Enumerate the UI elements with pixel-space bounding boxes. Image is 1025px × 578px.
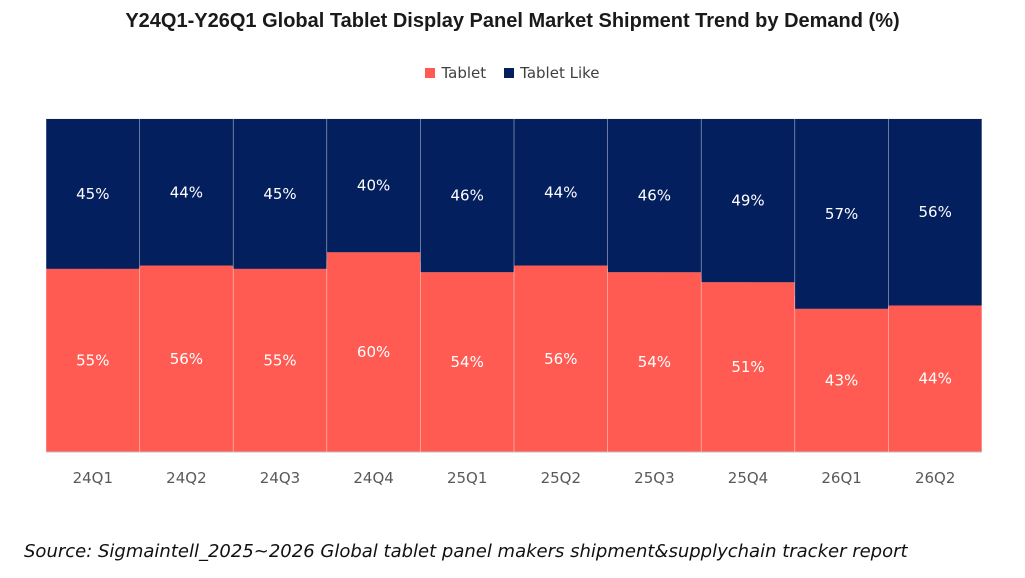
bar-tablet-like	[514, 119, 608, 266]
bar-tablet	[327, 252, 421, 452]
bar-tablet-like	[46, 119, 140, 269]
source-note: Source: Sigmaintell_2025~2026 Global tab…	[24, 541, 908, 562]
data-label-tablet-like: 46%	[451, 187, 484, 205]
data-label-tablet: 51%	[731, 358, 764, 376]
data-label-tablet-like: 45%	[263, 185, 296, 203]
legend-label-tablet-like: Tablet Like	[520, 64, 600, 82]
bar-tablet	[888, 305, 982, 452]
legend-item-tablet: Tablet	[425, 64, 486, 82]
data-label-tablet: 54%	[451, 353, 484, 371]
bar-tablet	[795, 308, 889, 452]
data-label-tablet-like: 56%	[919, 203, 952, 221]
legend: Tablet Tablet Like	[0, 64, 1025, 82]
x-tick-label: 25Q4	[728, 469, 768, 487]
bar-tablet	[514, 265, 608, 452]
data-label-tablet: 55%	[263, 351, 296, 369]
data-label-tablet: 55%	[76, 351, 109, 369]
legend-swatch-tablet	[425, 68, 436, 78]
bar-tablet-like	[795, 119, 889, 309]
data-label-tablet-like: 46%	[638, 187, 671, 205]
bar-tablet-like	[327, 119, 421, 253]
data-label-tablet-like: 45%	[76, 185, 109, 203]
bar-tablet	[46, 268, 140, 452]
bar-tablet-like	[233, 119, 327, 269]
data-label-tablet: 54%	[638, 353, 671, 371]
data-label-tablet: 44%	[919, 370, 952, 388]
legend-swatch-tablet-like	[504, 68, 515, 78]
data-label-tablet: 60%	[357, 343, 390, 361]
data-label-tablet-like: 49%	[731, 192, 764, 210]
x-tick-label: 24Q1	[73, 469, 113, 487]
bar-tablet-like	[607, 119, 701, 273]
bar-tablet-like	[420, 119, 514, 273]
bar-tablet-like	[888, 119, 982, 306]
x-tick-label: 26Q2	[915, 469, 955, 487]
x-tick-label: 26Q1	[821, 469, 861, 487]
bar-tablet	[420, 272, 514, 452]
bar-tablet	[701, 282, 795, 452]
data-label-tablet-like: 44%	[544, 183, 577, 201]
bar-tablet	[233, 268, 327, 452]
data-label-tablet-like: 44%	[170, 183, 203, 201]
x-tick-label: 25Q2	[541, 469, 581, 487]
data-label-tablet: 56%	[170, 350, 203, 368]
x-tick-label: 24Q4	[353, 469, 393, 487]
x-tick-label: 24Q2	[166, 469, 206, 487]
x-tick-label: 25Q1	[447, 469, 487, 487]
data-label-tablet: 56%	[544, 350, 577, 368]
legend-label-tablet: Tablet	[441, 64, 487, 82]
data-label-tablet-like: 57%	[825, 205, 858, 223]
x-tick-label: 25Q3	[634, 469, 674, 487]
data-label-tablet: 43%	[825, 371, 858, 389]
bar-tablet-like	[701, 119, 795, 283]
chart-title: Y24Q1-Y26Q1 Global Tablet Display Panel …	[125, 10, 900, 32]
legend-item-tablet-like: Tablet Like	[504, 64, 600, 82]
bar-tablet	[139, 265, 233, 452]
x-tick-label: 24Q3	[260, 469, 300, 487]
data-label-tablet-like: 40%	[357, 177, 390, 195]
bar-tablet-like	[139, 119, 233, 266]
bar-tablet	[607, 272, 701, 452]
